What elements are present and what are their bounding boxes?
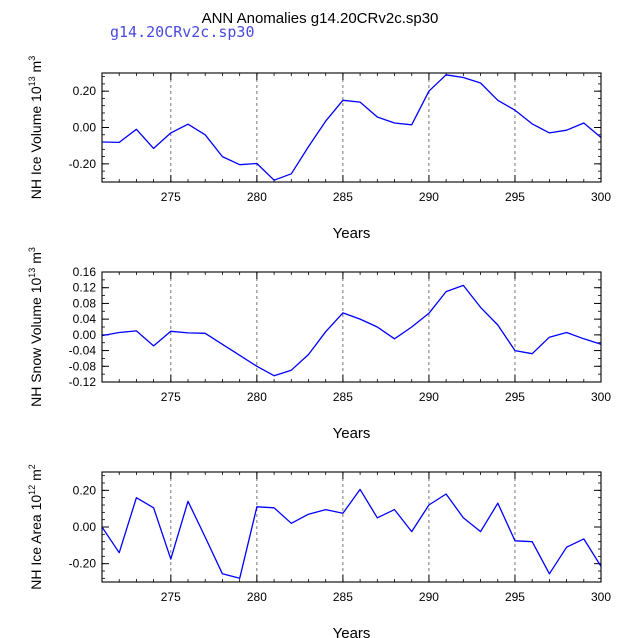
x-tick-label: 295 bbox=[505, 190, 525, 204]
y-tick-label: -0.12 bbox=[69, 375, 97, 389]
data-series-line bbox=[101, 488, 602, 579]
y-tick-label: -0.04 bbox=[69, 344, 97, 358]
y-tick-label: 0.00 bbox=[73, 328, 97, 342]
y-tick-label: 0.04 bbox=[73, 312, 97, 326]
y-axis-label: NH Snow Volume 1013 m3 bbox=[27, 247, 44, 407]
x-tick-label: 295 bbox=[505, 590, 525, 604]
x-axis-label: Years bbox=[333, 625, 371, 638]
x-tick-label: 290 bbox=[419, 390, 439, 404]
y-tick-label: -0.20 bbox=[69, 557, 97, 571]
x-tick-label: 280 bbox=[247, 590, 267, 604]
x-tick-label: 280 bbox=[247, 190, 267, 204]
y-tick-label: 0.20 bbox=[73, 84, 97, 98]
y-tick-label: 0.12 bbox=[73, 281, 97, 295]
y-tick-label: 0.00 bbox=[73, 520, 97, 534]
chart-subtitle: g14.20CRv2c.sp30 bbox=[110, 23, 255, 41]
chart-panel-1: 275 280 285 290 295 300 0.20 0.00 -0.20 Years NH I… bbox=[27, 56, 611, 242]
x-tick-label: 290 bbox=[419, 190, 439, 204]
plot-frame bbox=[101, 271, 602, 383]
data-series-line bbox=[101, 284, 602, 377]
x-tick-label: 285 bbox=[333, 390, 353, 404]
plot-frame bbox=[101, 471, 602, 583]
x-tick-label: 285 bbox=[333, 190, 353, 204]
y-tick-label: 0.00 bbox=[73, 121, 97, 135]
x-tick-label: 295 bbox=[505, 390, 525, 404]
chart-panel-2: 275 280 285 290 295 300 0.16 0.120.08 0.04 0.00 -0… bbox=[27, 247, 611, 442]
x-axis-label: Years bbox=[333, 225, 371, 242]
x-tick-label: 275 bbox=[161, 590, 181, 604]
y-axis-label: NH Ice Area 1012 m2 bbox=[27, 464, 44, 590]
x-tick-label: 300 bbox=[591, 390, 611, 404]
chart-title: ANN Anomalies g14.20CRv2c.sp30 bbox=[202, 10, 439, 27]
y-axis-label: NH Ice Volume 1013 m3 bbox=[27, 56, 44, 199]
x-tick-label: 290 bbox=[419, 590, 439, 604]
x-tick-label: 300 bbox=[591, 590, 611, 604]
data-series-line bbox=[101, 74, 602, 181]
y-tick-label: 0.20 bbox=[73, 483, 97, 497]
x-tick-label: 300 bbox=[591, 190, 611, 204]
chart-panel-3: 275 280 285 290 295 300 0.20 0.00 -0.20 Years NH I… bbox=[27, 464, 611, 638]
plot-frame bbox=[101, 72, 602, 183]
y-tick-label: 0.16 bbox=[73, 265, 97, 279]
x-axis-label: Years bbox=[333, 425, 371, 442]
y-tick-label: 0.08 bbox=[73, 296, 97, 310]
x-tick-label: 280 bbox=[247, 390, 267, 404]
x-tick-label: 275 bbox=[161, 190, 181, 204]
y-tick-label: -0.08 bbox=[69, 359, 97, 373]
x-tick-label: 275 bbox=[161, 390, 181, 404]
y-tick-label: -0.20 bbox=[69, 157, 97, 171]
x-tick-label: 285 bbox=[333, 590, 353, 604]
